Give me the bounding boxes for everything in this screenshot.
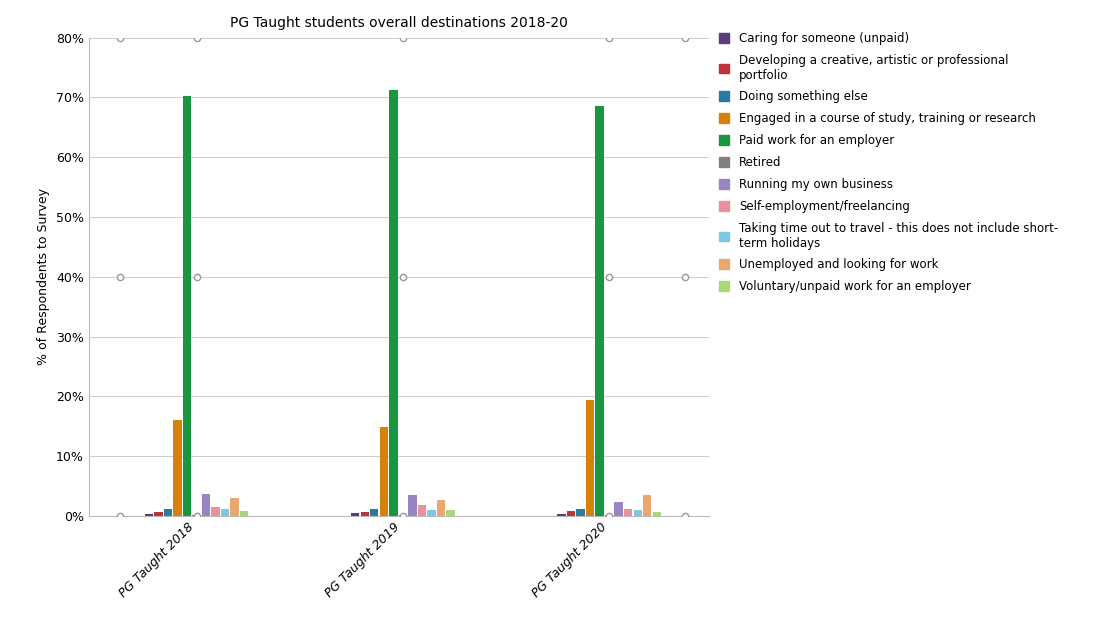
Bar <box>615 502 623 516</box>
Bar <box>567 511 575 516</box>
Bar <box>220 509 229 516</box>
Bar <box>183 96 192 516</box>
Bar <box>173 420 182 516</box>
Bar <box>202 494 211 516</box>
Bar <box>557 514 566 516</box>
Bar <box>212 508 219 516</box>
Bar <box>643 495 652 516</box>
Bar <box>653 512 661 516</box>
Bar <box>418 505 427 516</box>
Bar <box>360 512 369 516</box>
Bar <box>240 511 248 516</box>
Bar <box>586 401 594 516</box>
Bar <box>380 426 388 516</box>
Bar <box>230 498 239 516</box>
Bar <box>351 513 359 516</box>
Bar <box>437 499 445 516</box>
Bar <box>193 515 201 516</box>
Title: PG Taught students overall destinations 2018-20: PG Taught students overall destinations … <box>230 16 567 30</box>
Bar <box>145 514 153 516</box>
Legend: Caring for someone (unpaid), Developing a creative, artistic or professional
por: Caring for someone (unpaid), Developing … <box>716 28 1061 297</box>
Bar <box>389 91 398 516</box>
Bar <box>154 511 163 516</box>
Bar <box>447 509 454 516</box>
Bar <box>428 509 435 516</box>
Y-axis label: % of Respondents to Survey: % of Respondents to Survey <box>38 188 50 365</box>
Bar <box>164 509 172 516</box>
Bar <box>576 509 585 516</box>
Bar <box>595 106 604 516</box>
Bar <box>624 509 633 516</box>
Bar <box>634 510 642 516</box>
Bar <box>408 495 417 516</box>
Bar <box>370 509 379 516</box>
